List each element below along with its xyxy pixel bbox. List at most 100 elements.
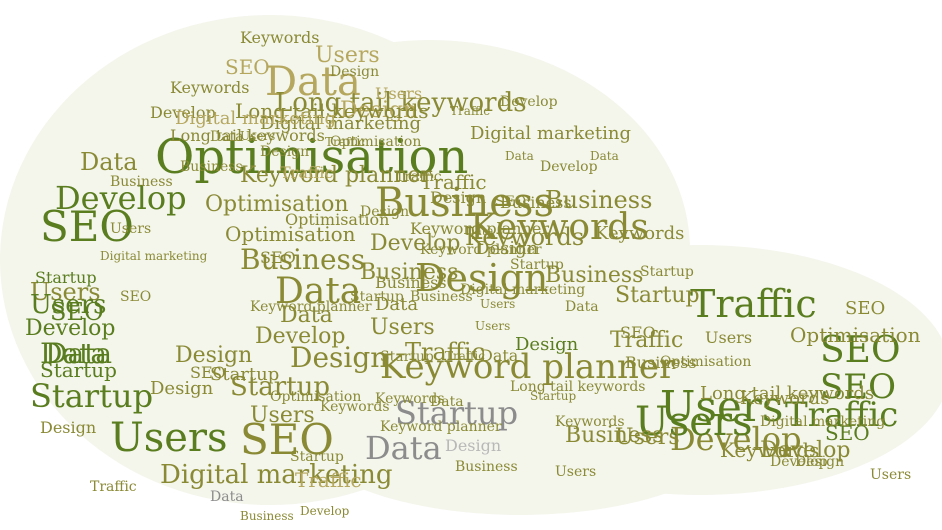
cloud-word: SEO <box>50 298 104 326</box>
cloud-word: Digital marketing <box>470 123 631 144</box>
cloud-word: Keyword planner <box>240 163 432 188</box>
cloud-word: Digital marketing <box>260 113 421 134</box>
cloud-word: Design <box>515 334 579 355</box>
cloud-word: Users <box>480 297 516 311</box>
cloud-word: Traffic <box>420 170 487 194</box>
cloud-word: Startup <box>530 389 577 403</box>
cloud-word: Business <box>180 159 243 175</box>
cloud-word: Digital marketing <box>160 460 393 490</box>
cloud-word: Optimisation <box>155 129 469 185</box>
cloud-word: Design <box>290 341 389 374</box>
cloud-word: Data <box>210 489 244 505</box>
cloud-word: Data <box>430 394 464 410</box>
cloud-word: Keywords <box>320 399 390 415</box>
cloud-word: Business <box>360 260 459 285</box>
cloud-word: Develop <box>760 438 851 463</box>
cloud-word: Data <box>590 149 619 163</box>
cloud-word: Design <box>175 343 253 368</box>
cloud-word: Startup <box>640 264 694 280</box>
cloud-word: Users <box>30 278 101 306</box>
cloud-word: Startup <box>510 257 564 273</box>
cloud-word: Data <box>480 346 519 365</box>
cloud-word: Startup <box>30 377 154 415</box>
cloud-word: SEO <box>260 248 296 267</box>
cloud-word: Traffic <box>450 104 490 118</box>
cloud-word: Users <box>555 464 597 480</box>
cloud-word: Develop <box>500 94 558 110</box>
cloud-word: Data <box>375 294 419 315</box>
cloud-word: Develop <box>55 179 187 217</box>
cloud-word: SEO <box>225 55 270 79</box>
cloud-word: Traffic <box>295 468 362 492</box>
cloud-word: Users <box>370 315 435 340</box>
cloud-word: Design <box>430 188 487 207</box>
cloud-word: Optimisation <box>270 389 362 405</box>
cloud-word: Business <box>545 263 644 288</box>
cloud-word: Startup <box>210 364 280 385</box>
cloud-word: Data <box>80 148 138 176</box>
cloud-word: Users <box>705 328 753 347</box>
cloud-word: Data <box>275 271 362 312</box>
cloud-word: Users <box>110 221 152 237</box>
cloud-word: Keyword planner <box>250 299 372 315</box>
cloud-word: Startup <box>230 372 331 402</box>
cloud-word: Long tail keywords <box>275 88 527 118</box>
cloud-word: Data <box>365 429 442 467</box>
cloud-word: Business <box>110 174 173 190</box>
cloud-word: Business <box>545 186 653 214</box>
cloud-word: SEO <box>820 367 896 407</box>
cloud-word: Optimisation <box>660 354 752 370</box>
cloud-word: Design <box>340 98 418 123</box>
cloud-word: Develop <box>540 159 598 175</box>
cloud-word: SEO <box>240 415 334 464</box>
cloud-word: Long tail keywords <box>700 383 875 404</box>
cloud-word: Users <box>110 415 228 461</box>
cloud-word: Data <box>45 337 113 370</box>
cloud-word: Business <box>375 180 554 226</box>
cloud-word: Business <box>410 289 473 305</box>
cloud-word: SEO <box>495 194 527 210</box>
cloud-word: Users <box>475 319 511 333</box>
cloud-word: Long tail keywords <box>510 379 646 395</box>
cloud-word: Business <box>500 193 572 212</box>
cloud-word: SEO <box>825 421 870 445</box>
cloud-word: Data <box>465 224 494 238</box>
cloud-word: Develop <box>255 324 346 349</box>
cloud-word: Develop <box>670 420 802 458</box>
cloud-word: Optimisation <box>790 323 921 347</box>
cloud-word: Digital marketing <box>175 108 336 129</box>
cloud-word: Keyword planner <box>380 347 676 387</box>
cloud-word: Users <box>615 425 680 450</box>
cloud-word: Traffic <box>90 479 137 495</box>
cloud-word: Traffic <box>785 395 899 435</box>
cloud-word: Traffic <box>325 135 365 149</box>
cloud-word: Business <box>625 353 697 372</box>
cloud-word: Startup <box>40 358 117 382</box>
cloud-word: Traffic <box>690 282 817 326</box>
cloud-word: Traffic <box>610 328 684 353</box>
cloud-word: Design <box>40 418 97 437</box>
cloud-word: Business <box>240 509 294 523</box>
cloud-word: Users <box>660 382 784 431</box>
cloud-word: Users <box>375 84 423 103</box>
cloud-word: Startup <box>35 268 97 287</box>
cloud-word: SEO <box>120 289 152 305</box>
cloud-word: Users <box>635 399 753 445</box>
cloud-word: Design <box>260 144 310 160</box>
cloud-word: Design <box>445 436 502 455</box>
cloud-word: Business <box>565 423 664 448</box>
cloud-word: Keywords <box>555 414 625 430</box>
cloud-word: Data <box>565 299 599 315</box>
cloud-word: Users <box>240 129 276 143</box>
cloud-word: Keywords <box>240 28 320 47</box>
cloud-word: Keywords <box>470 207 649 248</box>
cloud-word: Keywords <box>465 223 585 251</box>
cloud-word: SEO <box>845 298 886 319</box>
cloud-word: Startup <box>350 289 404 305</box>
cloud-word: Design <box>475 238 539 259</box>
cloud-word: Design <box>360 204 410 220</box>
cloud-word: Develop <box>770 454 828 470</box>
cloud-word: SEO <box>820 330 901 371</box>
cloud-word: Traffic <box>395 169 442 185</box>
